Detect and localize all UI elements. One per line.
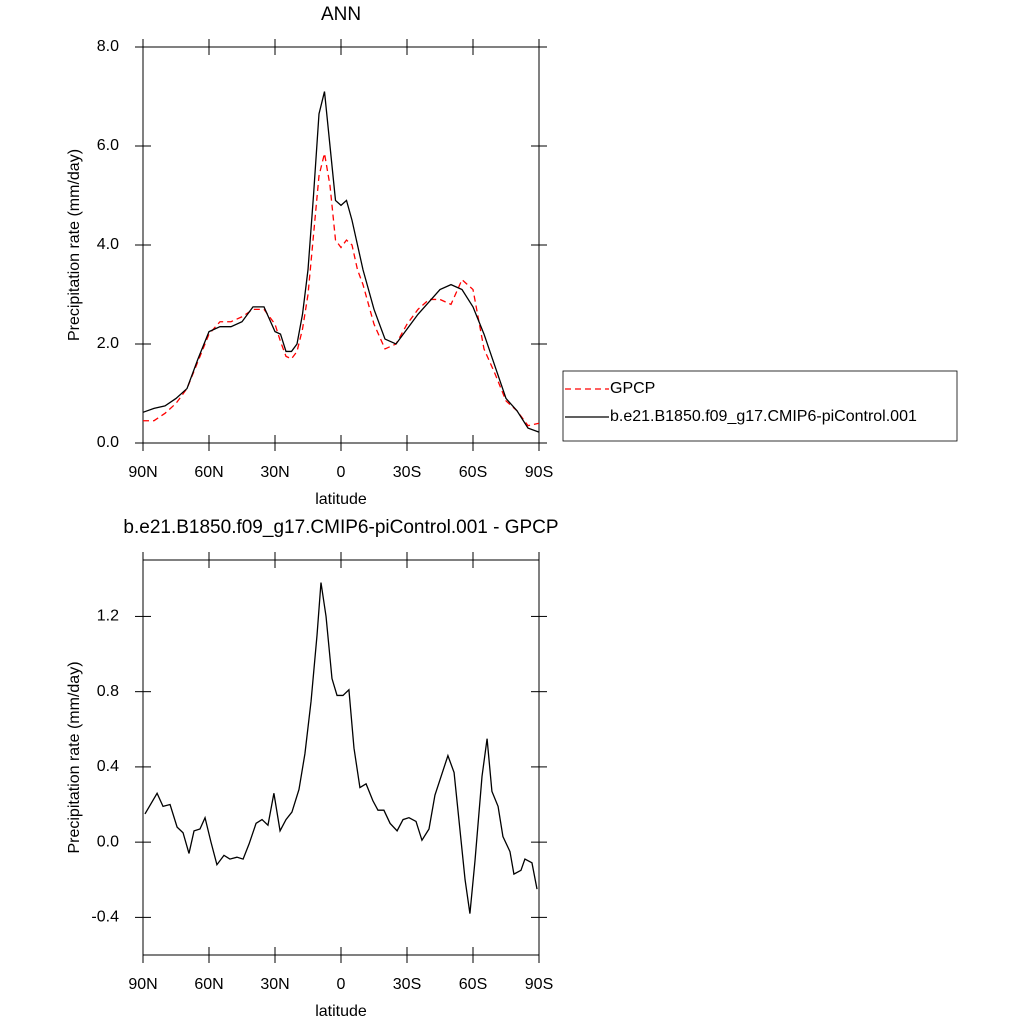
- data-line: [143, 153, 540, 427]
- x-tick-label: 90N: [128, 464, 157, 481]
- y-tick-label: 0.8: [97, 683, 119, 700]
- plot-frame: [142, 559, 540, 956]
- y-tick-label: 0.0: [97, 833, 119, 850]
- y-tick-label: 1.2: [97, 608, 119, 625]
- x-tick-label: 60N: [194, 976, 223, 993]
- x-axis-label: latitude: [315, 491, 367, 508]
- y-tick-label: 6.0: [97, 137, 119, 154]
- x-tick-label: 60S: [459, 464, 487, 481]
- y-tick-label: 4.0: [97, 236, 119, 253]
- legend-box: [562, 370, 958, 442]
- y-tick-label: -0.4: [91, 909, 119, 926]
- y-axis-label: Precipitation rate (mm/day): [66, 149, 83, 341]
- legend-label: GPCP: [610, 380, 655, 397]
- x-tick-label: 30N: [260, 464, 289, 481]
- x-tick-label: 30N: [260, 976, 289, 993]
- y-axis-label: Precipitation rate (mm/day): [66, 661, 83, 853]
- x-tick-label: 90N: [128, 976, 157, 993]
- plot-frame: [142, 46, 540, 444]
- y-tick-label: 8.0: [97, 38, 119, 55]
- x-tick-label: 90S: [525, 464, 553, 481]
- y-tick-label: 2.0: [97, 335, 119, 352]
- y-tick-label: 0.0: [97, 434, 119, 451]
- data-line: [144, 582, 538, 914]
- x-tick-label: 60S: [459, 976, 487, 993]
- chart-title: ANN: [321, 4, 361, 25]
- x-tick-label: 90S: [525, 976, 553, 993]
- chart-title: b.e21.B1850.f09_g17.CMIP6-piControl.001 …: [123, 517, 558, 538]
- data-line: [142, 91, 540, 433]
- x-tick-label: 0: [337, 976, 346, 993]
- y-tick-label: 0.4: [97, 758, 119, 775]
- x-tick-label: 60N: [194, 464, 223, 481]
- legend-label: b.e21.B1850.f09_g17.CMIP6-piControl.001: [610, 408, 917, 425]
- x-tick-label: 30S: [393, 976, 421, 993]
- x-tick-label: 30S: [393, 464, 421, 481]
- x-tick-label: 0: [337, 464, 346, 481]
- x-axis-label: latitude: [315, 1003, 367, 1020]
